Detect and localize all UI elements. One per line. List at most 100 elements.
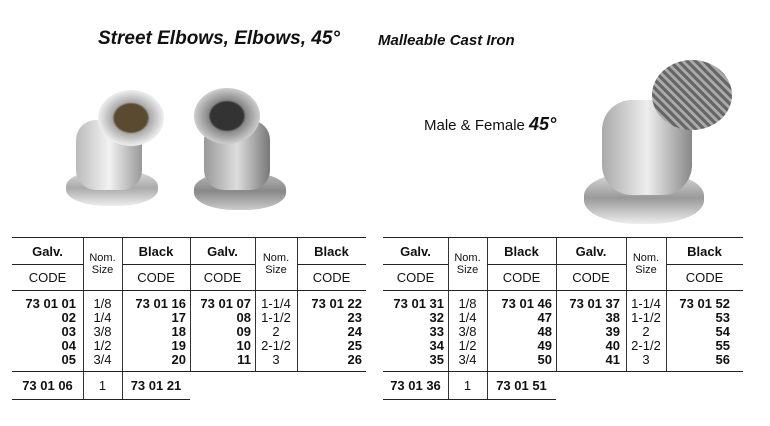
size: 1-1/2 xyxy=(631,310,661,325)
header-black: Black xyxy=(504,244,539,259)
header-galv: Galv. xyxy=(207,244,238,259)
code: 32 xyxy=(429,310,444,325)
nom-text: Nom. xyxy=(89,252,116,264)
size-text: Size xyxy=(91,264,114,276)
code: 03 xyxy=(61,324,76,339)
header-code: CODE xyxy=(572,270,610,285)
code: 23 xyxy=(347,310,362,325)
header-code: CODE xyxy=(685,270,724,285)
code: 49 xyxy=(537,338,552,353)
header-code: CODE xyxy=(28,270,67,285)
header-nom-size: Nom. Size xyxy=(626,252,666,276)
size: 1/2 xyxy=(93,338,112,353)
size: 3/4 xyxy=(458,352,477,367)
galv-codes-2: 73 01 37 38 39 40 41 xyxy=(556,297,620,367)
size: 1/4 xyxy=(458,310,477,325)
size: 3/8 xyxy=(458,324,477,339)
extra-galv-code: 73 01 06 xyxy=(22,378,73,393)
code: 33 xyxy=(429,324,444,339)
size: 2-1/2 xyxy=(261,338,291,353)
code: 35 xyxy=(429,352,444,367)
size-text: Size xyxy=(265,264,287,276)
nom-text: Nom. xyxy=(632,252,660,264)
galv-codes-1: 73 01 01 02 03 04 05 xyxy=(12,297,76,367)
size: 1/8 xyxy=(93,296,112,311)
header-code: CODE xyxy=(396,270,435,285)
extra-galv-code: 73 01 36 xyxy=(390,378,441,393)
code: 73 01 07 xyxy=(200,296,251,311)
sizes-2: 1-1/4 1-1/2 2 2-1/2 3 xyxy=(626,297,666,367)
code: 41 xyxy=(605,352,620,367)
code: 20 xyxy=(171,352,186,367)
male-female-text: Male & Female xyxy=(424,117,525,134)
code: 18 xyxy=(171,324,186,339)
black-codes-2: 73 01 22 23 24 25 26 xyxy=(297,297,362,367)
code: 54 xyxy=(715,324,730,339)
code: 17 xyxy=(171,310,186,325)
header-black: Black xyxy=(314,244,349,259)
code: 38 xyxy=(605,310,620,325)
code: 11 xyxy=(237,352,251,367)
code: 47 xyxy=(537,310,552,325)
extra-size: 1 xyxy=(463,378,472,393)
page-title: Street Elbows, Elbows, 45° xyxy=(98,28,340,49)
size: 3 xyxy=(642,352,650,367)
size: 2-1/2 xyxy=(631,338,661,353)
header-nom-size: Nom. Size xyxy=(448,252,487,276)
header-nom-size: Nom. Size xyxy=(83,252,122,276)
size: 1-1/4 xyxy=(261,296,291,311)
nom-text: Nom. xyxy=(262,252,290,264)
code: 73 01 46 xyxy=(501,296,552,311)
size: 2 xyxy=(642,324,650,339)
galvanized-elbow-image xyxy=(62,90,172,210)
code: 40 xyxy=(605,338,620,353)
street-elbow-image xyxy=(582,60,742,228)
code: 08 xyxy=(236,310,251,325)
extra-size: 1 xyxy=(98,378,107,393)
header-code: CODE xyxy=(312,270,351,285)
header-code: CODE xyxy=(137,270,175,285)
size: 1/2 xyxy=(458,338,477,353)
sizes-1: 1/8 1/4 3/8 1/2 3/4 xyxy=(448,297,487,367)
code: 10 xyxy=(236,338,251,353)
code: 73 01 37 xyxy=(569,296,620,311)
size: 3/8 xyxy=(93,324,112,339)
code: 24 xyxy=(347,324,362,339)
size: 2 xyxy=(272,324,280,339)
size: 1-1/4 xyxy=(631,296,661,311)
sizes-2: 1-1/4 1-1/2 2 2-1/2 3 xyxy=(255,297,297,367)
header-galv: Galv. xyxy=(32,244,63,259)
size-text: Size xyxy=(456,264,479,276)
black-codes-1: 73 01 16 17 18 19 20 xyxy=(122,297,186,367)
code: 73 01 16 xyxy=(135,296,186,311)
code: 04 xyxy=(61,338,76,353)
black-codes-1: 73 01 46 47 48 49 50 xyxy=(487,297,552,367)
size: 1/4 xyxy=(93,310,112,325)
code: 02 xyxy=(61,310,76,325)
extra-black-code: 73 01 51 xyxy=(496,378,547,393)
size: 1/8 xyxy=(458,296,477,311)
code: 39 xyxy=(605,324,620,339)
left-code-table: Galv. CODE Nom. Size Black CODE Galv. COD… xyxy=(12,237,366,400)
black-codes-2: 73 01 52 53 54 55 56 xyxy=(666,297,730,367)
code: 34 xyxy=(429,338,444,353)
code: 05 xyxy=(61,352,76,367)
extra-black-code: 73 01 21 xyxy=(130,378,182,393)
header-black: Black xyxy=(138,244,174,259)
right-code-table: Galv. CODE Nom. Size Black CODE Galv. COD… xyxy=(383,237,743,400)
size-text: Size xyxy=(635,264,657,276)
header-nom-size: Nom. Size xyxy=(255,252,297,276)
material-subtitle: Malleable Cast Iron xyxy=(378,32,515,49)
header-galv: Galv. xyxy=(400,244,431,259)
code: 53 xyxy=(715,310,730,325)
nom-text: Nom. xyxy=(454,252,481,264)
code: 50 xyxy=(537,352,552,367)
header-black: Black xyxy=(687,244,722,259)
header-code: CODE xyxy=(502,270,541,285)
code: 55 xyxy=(715,338,730,353)
angle-text: 45° xyxy=(529,114,557,134)
size: 3 xyxy=(272,352,280,367)
code: 26 xyxy=(347,352,362,367)
galv-codes-2: 73 01 07 08 09 10 11 xyxy=(190,297,251,367)
